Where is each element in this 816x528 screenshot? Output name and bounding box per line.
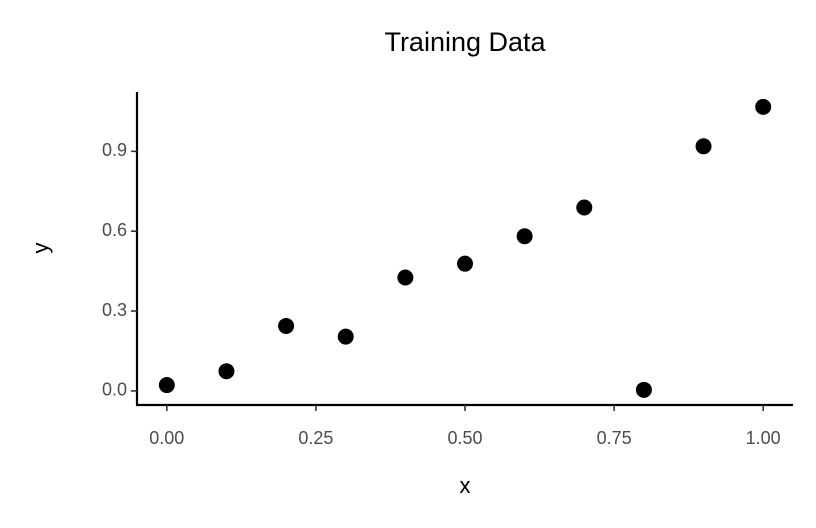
point [457, 255, 473, 272]
chart-title: Training Data [384, 27, 546, 57]
y-tick-label: 0.6 [102, 220, 127, 240]
x-tick-label: 0.75 [597, 428, 632, 448]
point [337, 328, 354, 345]
y-axis-label: y [28, 243, 53, 254]
point [278, 317, 295, 334]
x-axis-label: x [460, 473, 471, 498]
x-tick-label: 0.00 [149, 428, 184, 448]
point [218, 363, 235, 380]
y-tick-label: 0.0 [102, 380, 127, 400]
x-tick-label: 1.00 [746, 428, 781, 448]
point [755, 98, 772, 115]
point [158, 377, 175, 394]
point [397, 269, 414, 286]
x-tick-label: 0.25 [298, 428, 333, 448]
point [576, 199, 593, 216]
point [516, 228, 533, 245]
y-tick-label: 0.3 [102, 300, 127, 320]
x-tick-label: 0.50 [447, 428, 482, 448]
point [695, 138, 712, 155]
point [635, 381, 652, 398]
y-tick-label: 0.9 [102, 140, 127, 160]
